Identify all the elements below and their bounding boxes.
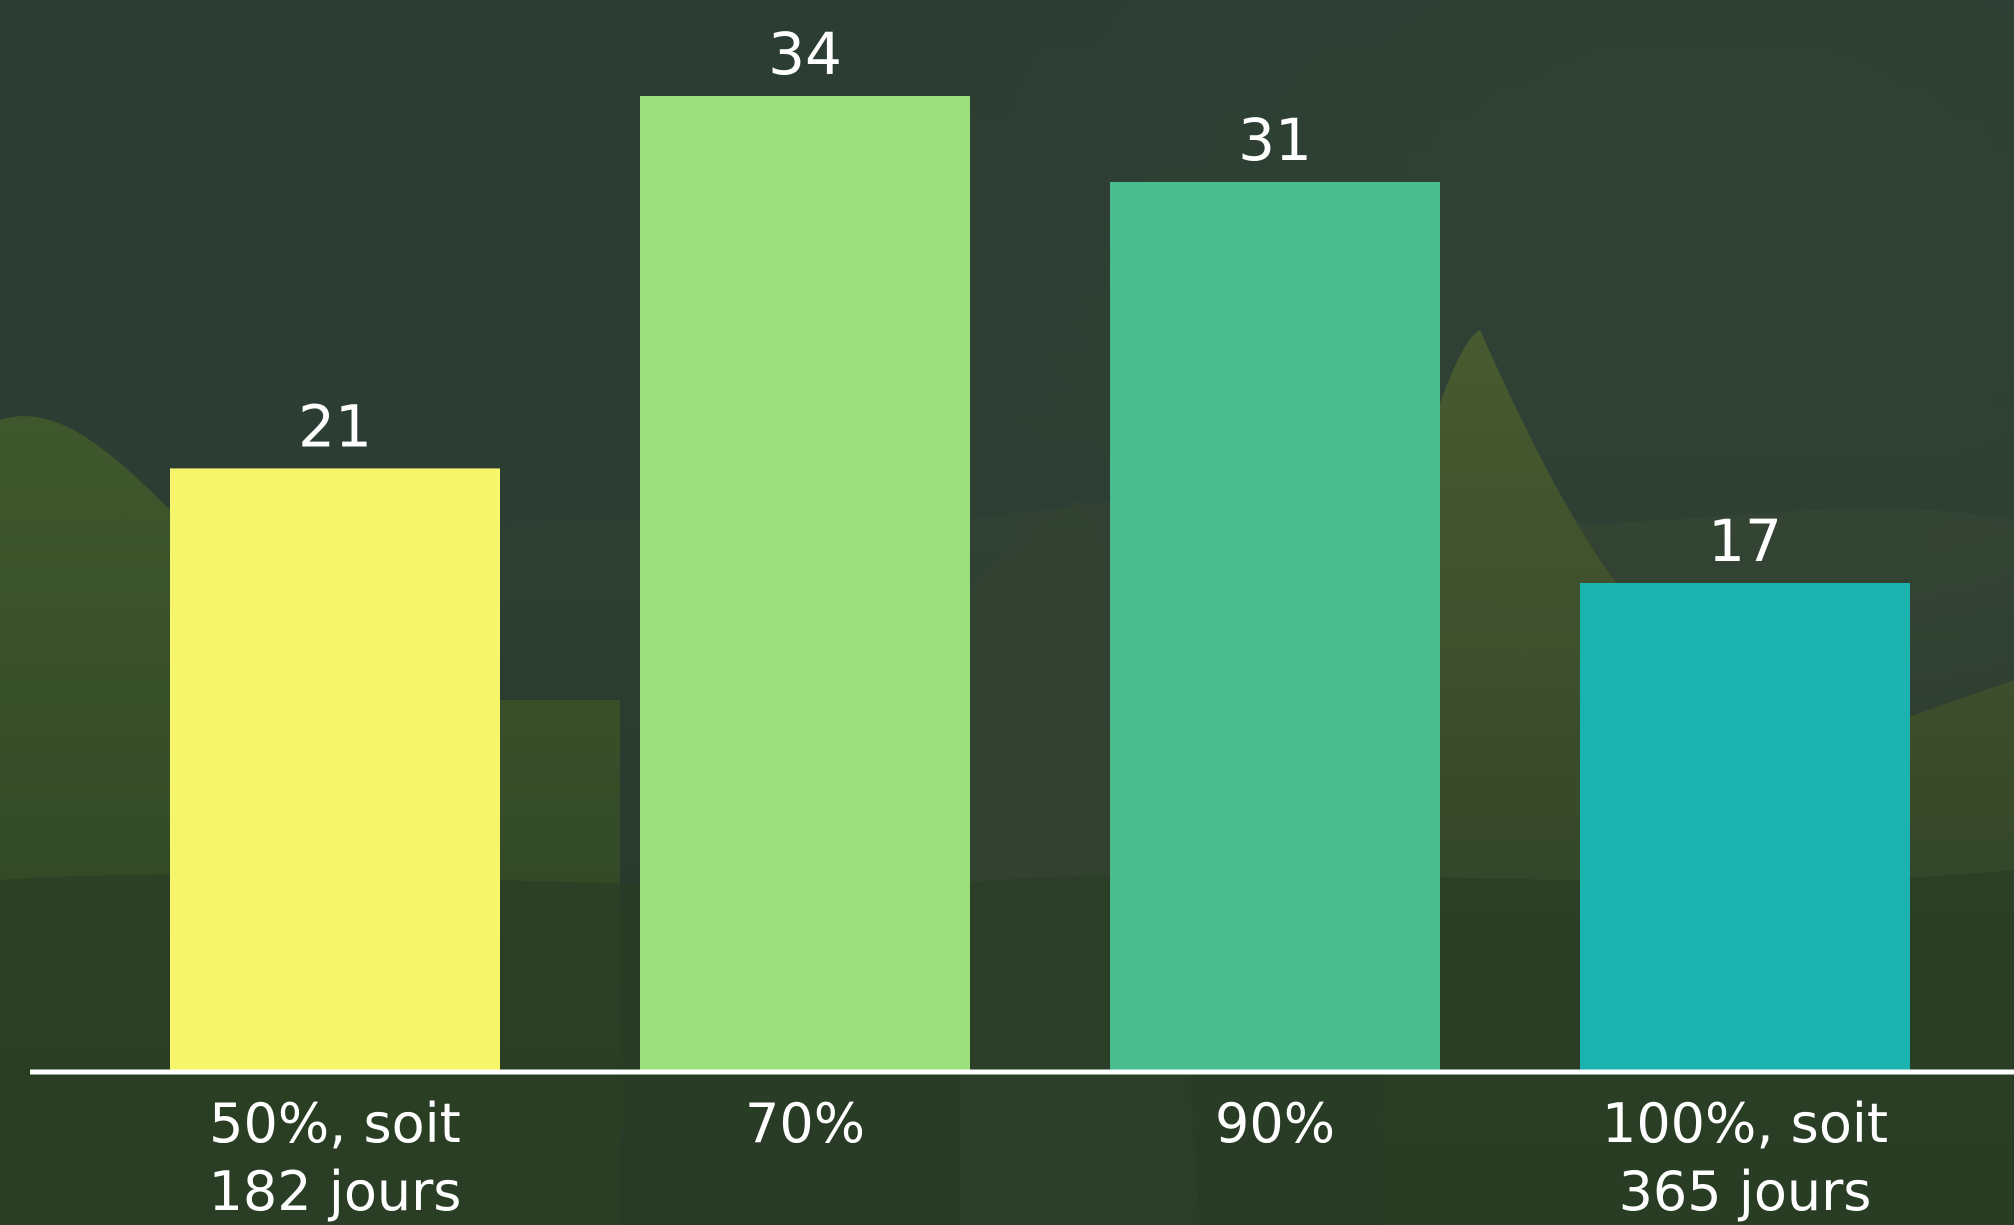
category-label-1: 50%, soit 182 jours bbox=[209, 1092, 462, 1223]
category-label-2: 70% bbox=[745, 1092, 865, 1155]
category-label-3-line-1: 90% bbox=[1215, 1092, 1335, 1155]
bar-3 bbox=[1110, 181, 1440, 1071]
category-label-1-line-2: 182 jours bbox=[209, 1160, 462, 1223]
value-label-3: 31 bbox=[1238, 106, 1312, 174]
value-label-1: 21 bbox=[298, 392, 372, 460]
category-label-4: 100%, soit 365 jours bbox=[1602, 1092, 1888, 1223]
bar-1 bbox=[170, 468, 500, 1071]
category-label-2-line-1: 70% bbox=[745, 1092, 865, 1155]
category-label-4-line-1: 100%, soit bbox=[1602, 1092, 1888, 1155]
category-label-1-line-1: 50%, soit bbox=[209, 1092, 461, 1155]
value-label-2: 34 bbox=[768, 20, 842, 88]
bar-2 bbox=[640, 96, 970, 1070]
category-label-4-line-2: 365 jours bbox=[1619, 1160, 1872, 1223]
value-label-4: 17 bbox=[1708, 507, 1782, 575]
category-label-3: 90% bbox=[1215, 1092, 1335, 1155]
labels-group: 21 50%, soit 182 jours 34 70% 31 90% 17 100%, so… bbox=[209, 20, 1888, 1223]
bar-4 bbox=[1580, 583, 1910, 1070]
bars-group bbox=[170, 96, 1910, 1071]
